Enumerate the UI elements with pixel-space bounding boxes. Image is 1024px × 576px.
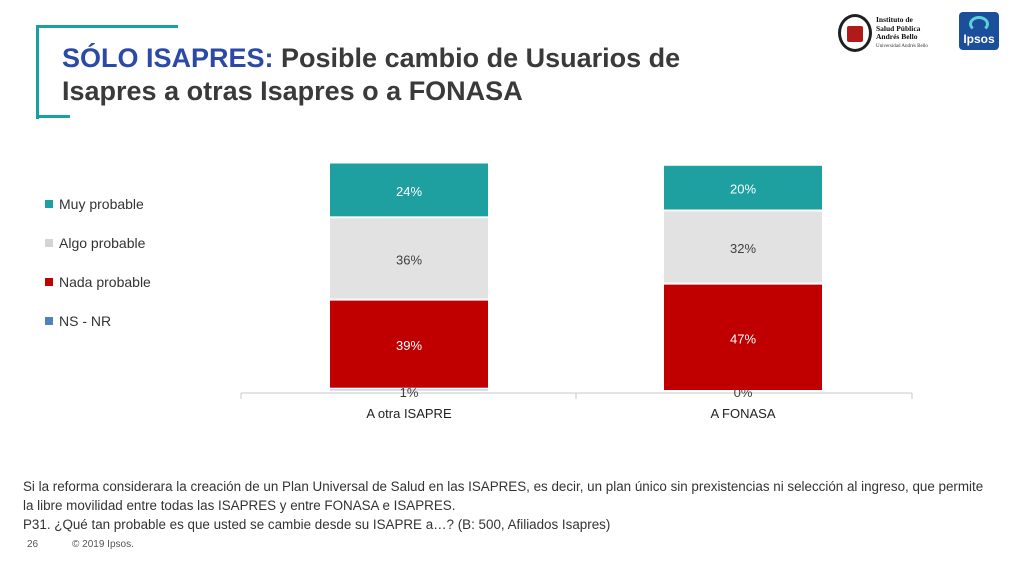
legend-label: Algo probable	[59, 235, 146, 251]
category-label: A FONASA	[710, 406, 775, 421]
legend-item-algo-probable: Algo probable	[45, 235, 145, 251]
bar-nada-probable-a-fonasa	[664, 284, 822, 390]
bar-algo-probable-a-otra-isapre	[330, 218, 488, 299]
title-line2: Isapres a otras Isapres o a FONASA	[62, 76, 523, 106]
data-label: 1%	[400, 385, 419, 400]
legend-label: Nada probable	[59, 274, 151, 290]
legend-item-muy-probable: Muy probable	[45, 196, 144, 212]
data-label: 36%	[396, 252, 422, 267]
legend-swatch	[45, 239, 53, 248]
footnote-line2: la libre movilidad entre todas las ISAPR…	[23, 498, 456, 513]
legend-swatch	[45, 200, 53, 209]
bar-muy-probable-a-fonasa	[664, 165, 822, 210]
bar-nada-probable-a-otra-isapre	[330, 300, 488, 388]
ipsos-logo: Ipsos	[959, 12, 999, 50]
legend-label: Muy probable	[59, 196, 144, 212]
title-line1: Posible cambio de Usuarios de	[273, 43, 681, 73]
title-bracket	[36, 25, 178, 119]
ipsos-ring-icon	[969, 16, 989, 32]
data-label: 47%	[730, 331, 756, 346]
data-label: 20%	[730, 182, 756, 197]
data-label: 39%	[396, 338, 422, 353]
legend-item-ns-nr: NS - NR	[45, 313, 111, 329]
data-label: 24%	[396, 184, 422, 199]
data-label: 32%	[730, 241, 756, 256]
bar-ns-nr-a-otra-isapre	[330, 389, 488, 391]
copyright: © 2019 Ipsos.	[72, 539, 134, 550]
footnote-line3: P31. ¿Qué tan probable es que usted se c…	[23, 517, 611, 532]
legend-item-nada-probable: Nada probable	[45, 274, 151, 290]
ipsos-logo-text: Ipsos	[963, 32, 995, 46]
footnote: Si la reforma considerara la creación de…	[23, 477, 1008, 534]
legend-label: NS - NR	[59, 313, 112, 329]
slide-title: SÓLO ISAPRES: Posible cambio de Usuarios…	[62, 42, 702, 108]
title-highlight: SÓLO ISAPRES:	[62, 43, 274, 73]
institute-name: Instituto de Salud Pública Andrés Bello	[876, 15, 921, 41]
category-label: A otra ISAPRE	[366, 406, 452, 421]
footnote-line1: Si la reforma considerara la creación de…	[23, 479, 984, 494]
title-bracket-bottom	[36, 115, 70, 118]
institute-logo: Instituto de Salud Pública Andrés Bello …	[836, 12, 940, 58]
legend-swatch	[45, 278, 53, 287]
legend-swatch	[45, 317, 53, 326]
bar-muy-probable-a-otra-isapre	[330, 163, 488, 217]
institute-subtitle: Universidad Andrés Bello	[876, 44, 928, 49]
page-number: 26	[27, 539, 39, 550]
bar-algo-probable-a-fonasa	[664, 211, 822, 283]
institute-seal-icon	[838, 14, 872, 52]
